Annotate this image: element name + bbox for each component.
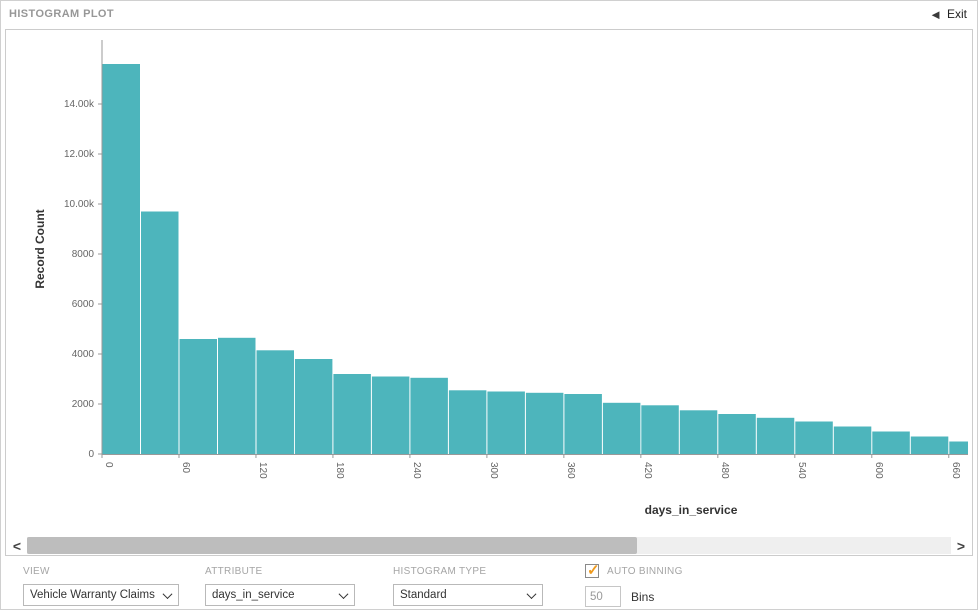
histogram-bar — [564, 394, 602, 454]
histogram-bar — [256, 350, 294, 455]
x-tick-label: 60 — [180, 462, 191, 474]
histogram-bar — [371, 376, 410, 454]
histogram-bar — [949, 441, 972, 454]
histogram-type-select-value: Standard — [400, 589, 447, 601]
histogram-bar — [333, 374, 371, 454]
chevron-down-icon — [162, 588, 173, 599]
attribute-select-value: days_in_service — [212, 589, 295, 601]
x-tick-label: 540 — [796, 462, 807, 479]
chevron-down-icon — [338, 588, 349, 599]
scrollbar-track[interactable] — [27, 537, 951, 554]
y-tick-label: 8000 — [72, 249, 95, 260]
histogram-bar — [718, 414, 756, 454]
scrollbar-thumb[interactable] — [27, 537, 637, 554]
histogram-bar — [872, 431, 910, 454]
scroll-left-icon[interactable]: < — [7, 537, 27, 554]
exit-button[interactable]: ◄ Exit — [929, 7, 967, 21]
scroll-right-icon[interactable]: > — [951, 537, 971, 554]
y-tick-label: 10.00k — [64, 199, 95, 210]
back-arrow-icon: ◄ — [929, 6, 942, 22]
attribute-label: ATTRIBUTE — [205, 566, 263, 577]
chevron-down-icon — [526, 588, 537, 599]
bins-input[interactable] — [585, 586, 621, 607]
attribute-control: ATTRIBUTE days_in_service — [205, 566, 355, 606]
view-label: VIEW — [23, 566, 50, 577]
view-control: VIEW Vehicle Warranty Claims — [23, 566, 179, 606]
page-title: HISTOGRAM PLOT — [9, 8, 115, 20]
y-axis-title: Record Count — [33, 209, 47, 288]
histogram-bar — [641, 405, 679, 455]
histogram-bar — [294, 359, 333, 454]
view-select[interactable]: Vehicle Warranty Claims — [23, 584, 179, 606]
x-tick-label: 180 — [334, 462, 345, 479]
x-tick-label: 660 — [950, 462, 961, 479]
panel-header: HISTOGRAM PLOT ◄ Exit — [1, 1, 977, 27]
histogram-bar — [141, 211, 179, 454]
horizontal-scrollbar[interactable]: < > — [7, 537, 971, 554]
x-tick-label: 360 — [565, 462, 576, 479]
x-tick-label: 480 — [719, 462, 730, 479]
x-axis-title: days_in_service — [645, 503, 738, 517]
x-tick-label: 300 — [488, 462, 499, 479]
histogram-bar — [179, 339, 217, 454]
x-tick-label: 240 — [411, 462, 422, 479]
auto-binning-label: AUTO BINNING — [607, 565, 683, 577]
chart-area: 0 2000 4000 6000 8000 10.00k 12.00k 14.00k 0 60 12… — [6, 30, 972, 537]
x-tick-label: 120 — [257, 462, 268, 479]
auto-binning-checkbox[interactable] — [585, 561, 600, 579]
histogram-bar — [602, 402, 641, 455]
histogram-bar — [525, 392, 564, 455]
view-select-value: Vehicle Warranty Claims — [30, 589, 155, 601]
bins-label: Bins — [631, 589, 655, 604]
histogram-bar — [102, 64, 140, 454]
histogram-bar — [679, 410, 718, 455]
histogram-bar — [756, 417, 795, 455]
exit-button-label: Exit — [946, 7, 967, 21]
attribute-select[interactable]: days_in_service — [205, 584, 355, 606]
histogram-type-label: HISTOGRAM TYPE — [393, 566, 487, 577]
histogram-bar — [448, 390, 487, 455]
x-tick-label: 0 — [103, 462, 114, 468]
histogram-bar — [910, 436, 949, 454]
controls-bar: VIEW Vehicle Warranty Claims ATTRIBUTE d… — [1, 556, 977, 607]
auto-binning-control: AUTO BINNING Bins — [585, 561, 683, 607]
histogram-chart: 0 2000 4000 6000 8000 10.00k 12.00k 14.00k 0 60 12… — [33, 40, 972, 517]
histogram-bar — [410, 377, 448, 455]
y-tick-label: 4000 — [72, 349, 95, 360]
y-tick-label: 14.00k — [64, 99, 95, 110]
histogram-bar — [487, 391, 525, 454]
y-tick-label: 6000 — [72, 299, 95, 310]
y-tick-label: 0 — [88, 449, 94, 460]
x-tick-label: 420 — [642, 462, 653, 479]
x-tick-label: 600 — [873, 462, 884, 479]
histogram-bar — [795, 421, 833, 454]
histogram-type-select[interactable]: Standard — [393, 584, 543, 606]
chart-container: 0 2000 4000 6000 8000 10.00k 12.00k 14.00k 0 60 12… — [5, 29, 973, 556]
y-tick-label: 12.00k — [64, 149, 95, 160]
y-tick-label: 2000 — [72, 399, 95, 410]
histogram-bar — [833, 426, 872, 454]
histogram-bar — [218, 337, 256, 455]
histogram-type-control: HISTOGRAM TYPE Standard — [393, 566, 543, 606]
